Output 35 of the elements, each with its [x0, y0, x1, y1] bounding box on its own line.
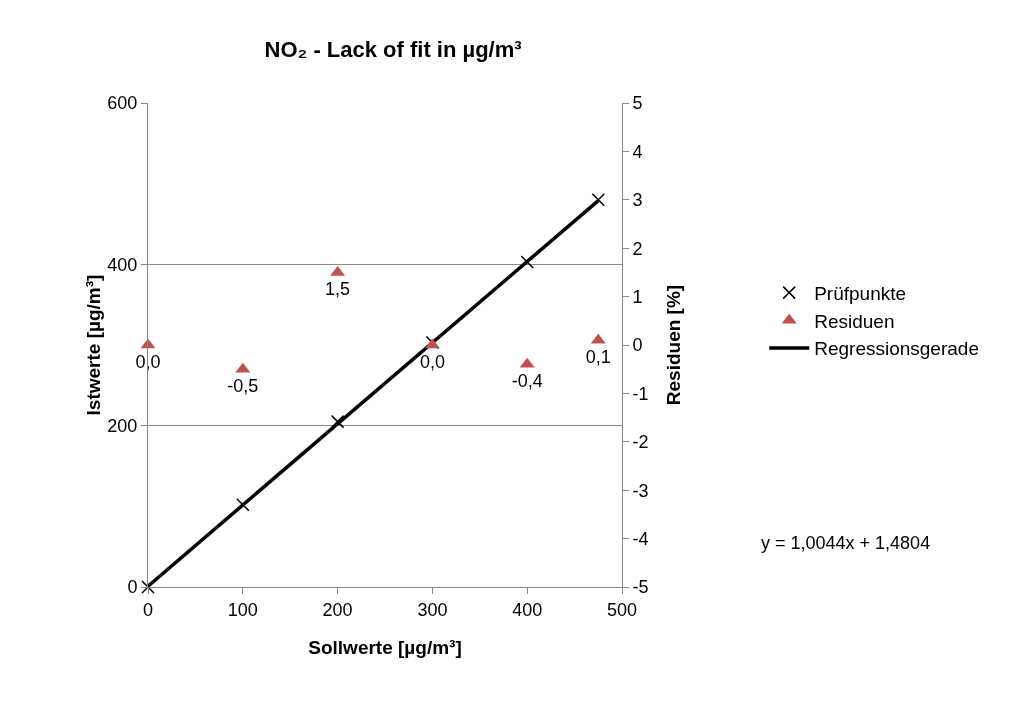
- y2-tick-label: 0: [632, 335, 643, 356]
- y-tick-label: 0: [127, 577, 138, 598]
- y2-tick-label: 1: [632, 286, 643, 307]
- y2-tick-label: 4: [632, 141, 643, 162]
- x-tick-label: 300: [417, 599, 448, 620]
- y2-tick-label: 2: [632, 238, 643, 259]
- y2-tick-label: -4: [632, 528, 649, 549]
- data-label: 1,5: [325, 279, 351, 300]
- x-tick-label: 200: [322, 599, 353, 620]
- x-tick-label: 0: [142, 599, 154, 620]
- data-label: -0,4: [511, 370, 543, 391]
- chart-title: NO₂ - Lack of fit in µg/m³: [264, 36, 522, 62]
- data-label: 0,0: [135, 351, 161, 372]
- data-label: -0,5: [227, 375, 259, 396]
- y2-tick-label: -3: [632, 480, 649, 501]
- y2-tick-label: -2: [632, 432, 649, 453]
- y2-axis-title: Residuen [%]: [662, 284, 684, 406]
- y-tick-label: 400: [107, 254, 138, 275]
- x-axis-title: Sollwerte [µg/m³]: [308, 637, 462, 658]
- data-label: 0,0: [419, 351, 445, 372]
- text: y = 1,0044x + 1,4804: [761, 533, 931, 553]
- y2-tick-label: -1: [632, 383, 649, 404]
- legend-label: Regressionsgerade: [814, 338, 979, 360]
- y2-tick-label: -5: [632, 577, 649, 598]
- data-label: 0,1: [585, 346, 611, 367]
- x-tick-label: 400: [512, 599, 543, 620]
- legend-label: Residuen: [814, 310, 895, 332]
- x-tick-label: 100: [227, 599, 258, 620]
- legend-label: Prüfpunkte: [814, 283, 907, 305]
- y2-tick-label: 3: [632, 190, 643, 211]
- y-tick-label: 600: [107, 93, 138, 114]
- y-tick-label: 200: [107, 415, 138, 436]
- y2-tick-label: 5: [632, 93, 643, 114]
- y-axis-title: Istwerte [µg/m³]: [83, 274, 104, 416]
- x-tick-label: 500: [606, 599, 638, 620]
